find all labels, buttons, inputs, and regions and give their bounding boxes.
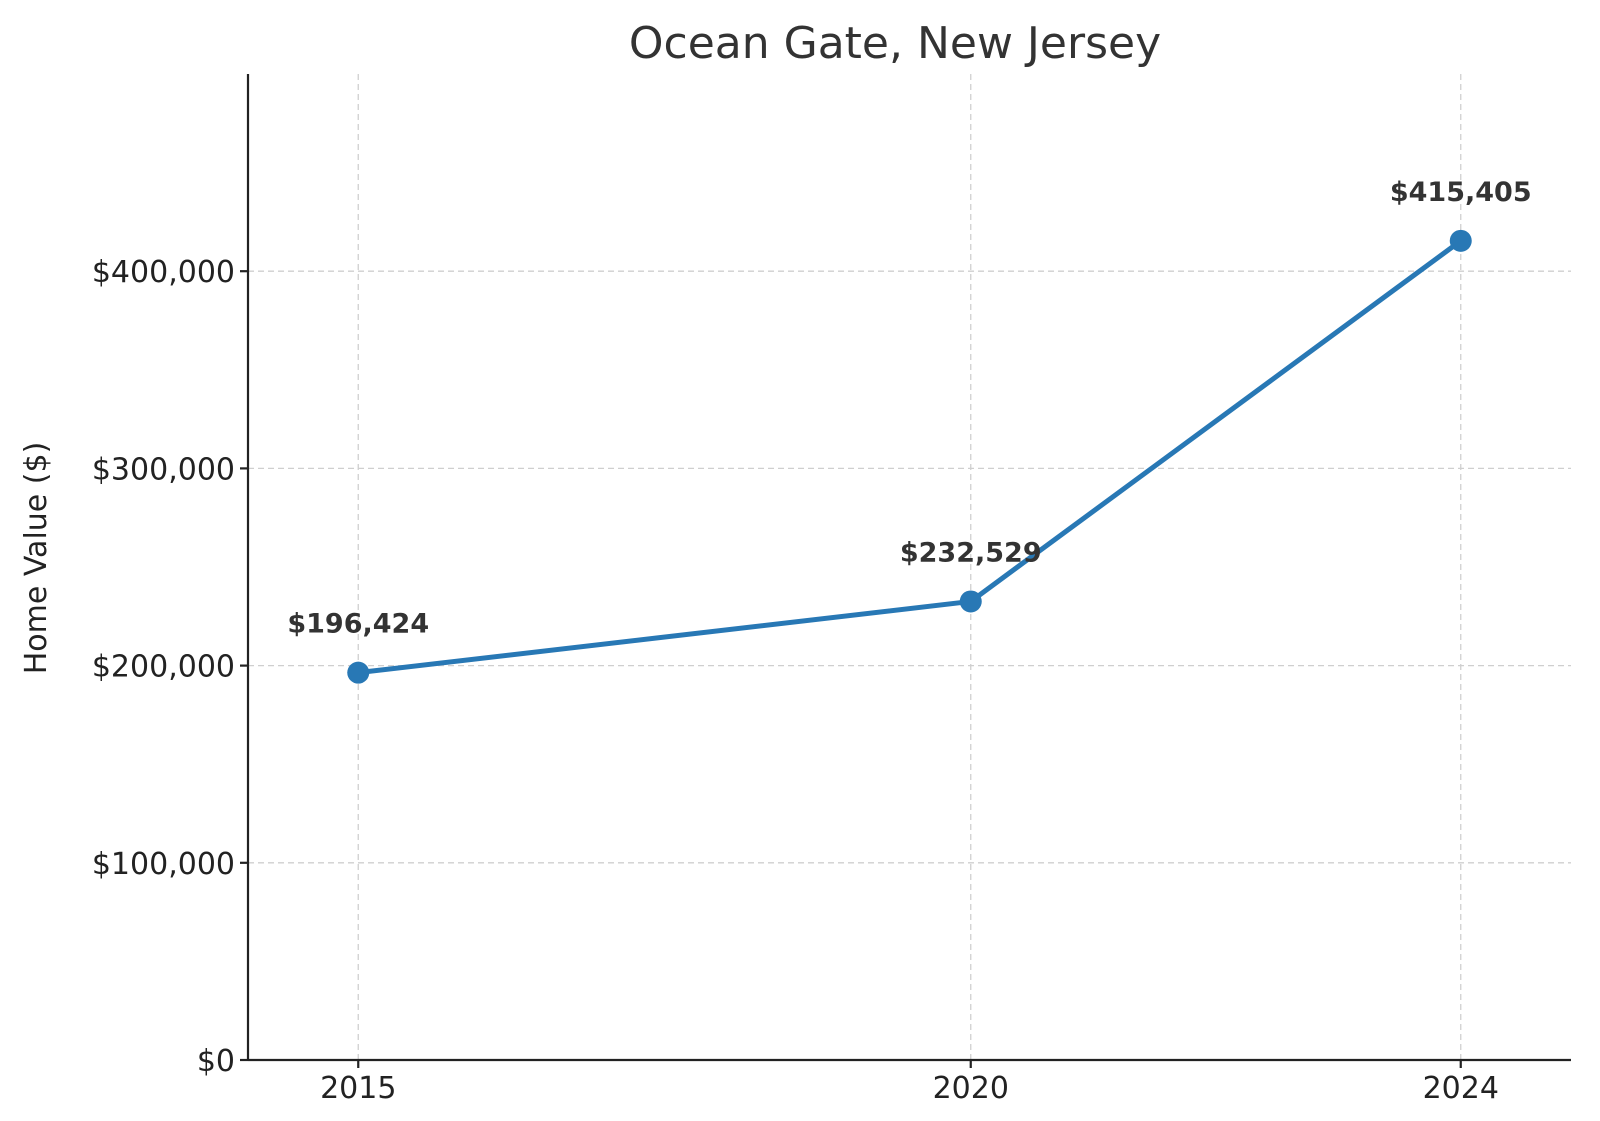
x-tick-label: 2020 <box>933 1071 1009 1106</box>
data-point <box>1449 229 1472 252</box>
chart-title: Ocean Gate, New Jersey <box>629 18 1161 69</box>
data-point <box>347 661 370 684</box>
y-tick-label: $300,000 <box>92 452 235 487</box>
data-label: $196,424 <box>287 609 429 640</box>
series-line <box>355 238 1464 676</box>
x-tick-label: 2024 <box>1423 1071 1499 1106</box>
y-tick-label: $200,000 <box>92 650 235 685</box>
y-tick-label: $400,000 <box>92 255 235 290</box>
data-point <box>959 590 982 613</box>
data-labels: $196,424 $232,529 $415,405 <box>287 177 1531 640</box>
y-tick-label: $100,000 <box>92 847 235 882</box>
y-tick-label: $0 <box>197 1044 235 1079</box>
y-axis-label: Home Value ($) <box>19 442 54 675</box>
series <box>347 229 1472 684</box>
ticks: $0 $100,000 $200,000 $300,000 $400,000 2015 20… <box>92 255 1499 1106</box>
data-label: $415,405 <box>1390 177 1532 208</box>
x-tick-label: 2015 <box>320 1071 396 1106</box>
axes <box>246 74 1571 1062</box>
data-label: $232,529 <box>900 537 1042 568</box>
